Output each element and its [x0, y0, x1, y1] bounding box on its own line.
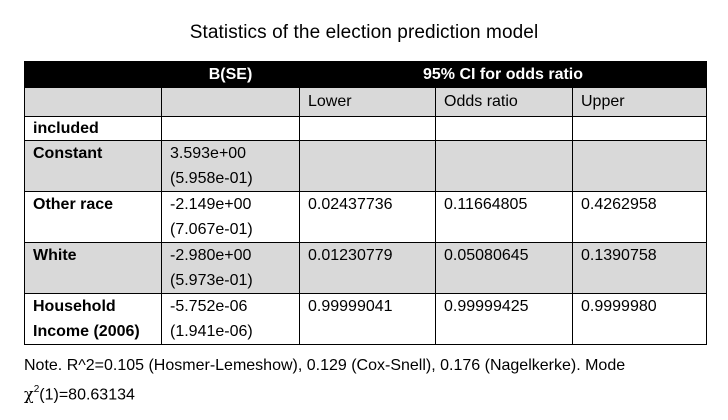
b-se-cell: -2.980e+00 (5.973e-01) [161, 242, 300, 294]
b-se-cell [161, 116, 300, 141]
table-note: Note. R^2=0.105 (Hosmer-Lemeshow), 0.129… [24, 353, 724, 407]
upper-cell [571, 140, 708, 192]
subheader-lower: Lower [299, 87, 436, 117]
header-cell-empty [24, 61, 162, 88]
odds-cell: 0.11664805 [435, 191, 573, 243]
table-row: Household Income (2006) -5.752e-06 (1.94… [24, 293, 708, 345]
odds-cell [435, 140, 573, 192]
note-line-2: χ2(1)=80.63134 [24, 378, 724, 407]
header-cell-b-se: B(SE) [161, 61, 300, 88]
se-value: (5.973e-01) [170, 272, 253, 289]
chi-value: (1)=80.63134 [39, 386, 135, 404]
header-cell-ci: 95% CI for odds ratio [298, 61, 708, 88]
odds-cell: 0.05080645 [435, 242, 573, 294]
chi-symbol: χ [24, 384, 34, 404]
lower-cell [299, 140, 436, 192]
upper-cell: 0.4262958 [571, 191, 708, 243]
b-se-cell: -2.149e+00 (7.067e-01) [161, 191, 300, 243]
table-row: Other race -2.149e+00 (7.067e-01) 0.0243… [24, 191, 708, 243]
upper-cell: 0.1390758 [571, 242, 708, 294]
row-label: Household Income (2006) [24, 293, 162, 345]
note-line-1: Note. R^2=0.105 (Hosmer-Lemeshow), 0.129… [24, 357, 626, 374]
b-se-cell: -5.752e-06 (1.941e-06) [161, 293, 300, 345]
b-value: -2.980e+00 [170, 247, 252, 264]
se-value: (7.067e-01) [170, 221, 253, 238]
row-label: White [24, 242, 162, 294]
odds-cell: 0.99999425 [435, 293, 573, 345]
row-label: Other race [24, 191, 162, 243]
subheader-cell [161, 87, 300, 117]
upper-cell: 0.9999980 [571, 293, 708, 345]
se-value: (1.941e-06) [170, 323, 253, 340]
lower-cell: 0.02437736 [299, 191, 436, 243]
lower-cell: 0.01230779 [299, 242, 436, 294]
table-row: Constant 3.593e+00 (5.958e-01) [24, 140, 708, 192]
row-label: Constant [24, 140, 162, 192]
table-header-row: B(SE) 95% CI for odds ratio [24, 61, 708, 88]
b-value: 3.593e+00 [170, 145, 247, 162]
subheader-upper: Upper [571, 87, 708, 117]
b-value: -5.752e-06 [170, 298, 248, 315]
subheader-odds-ratio: Odds ratio [435, 87, 573, 117]
lower-cell: 0.99999041 [299, 293, 436, 345]
chi-superscript: 2 [33, 384, 40, 395]
upper-cell [571, 116, 708, 141]
table-row: White -2.980e+00 (5.973e-01) 0.01230779 … [24, 242, 708, 294]
table-row: included [24, 116, 708, 141]
lower-cell [299, 116, 436, 141]
table-subheader-row: Lower Odds ratio Upper [24, 87, 708, 117]
row-label: included [24, 116, 162, 141]
subheader-cell [24, 87, 162, 117]
odds-cell [435, 116, 573, 141]
page-title: Statistics of the election prediction mo… [189, 22, 539, 43]
b-se-cell: 3.593e+00 (5.958e-01) [161, 140, 300, 192]
b-value: -2.149e+00 [170, 196, 252, 213]
statistics-table: B(SE) 95% CI for odds ratio Lower Odds r… [24, 61, 708, 345]
se-value: (5.958e-01) [170, 170, 253, 187]
